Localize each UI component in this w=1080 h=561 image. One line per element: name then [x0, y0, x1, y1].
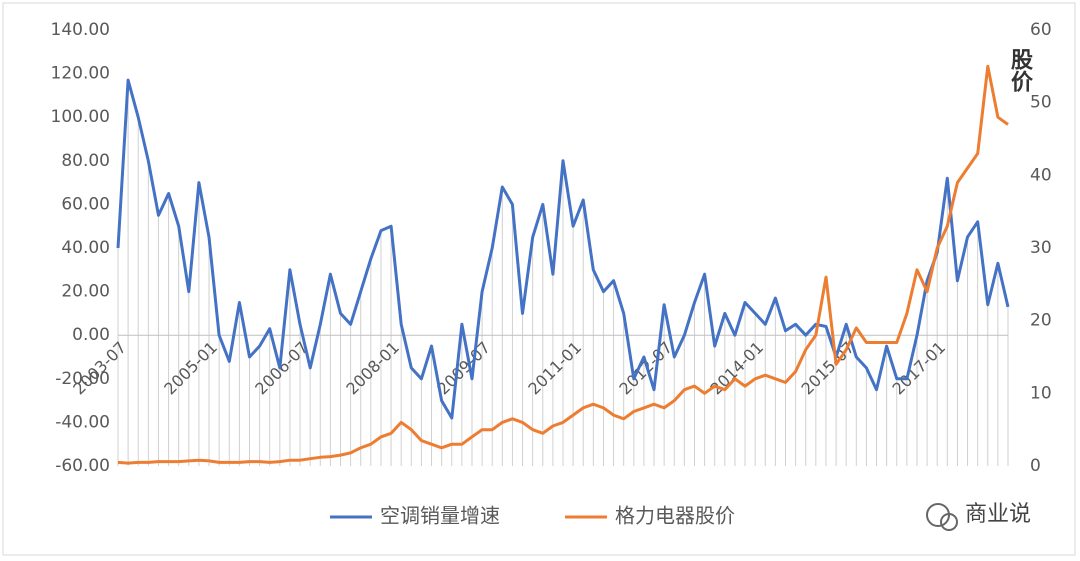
- series-line: [116, 78, 1010, 420]
- y-tick-label: -40.00: [55, 412, 110, 432]
- x-tick-label: 2017-01: [889, 338, 950, 399]
- y2-title: 股价: [1007, 48, 1033, 93]
- y-tick-label: -60.00: [55, 456, 110, 476]
- y-tick-label: 120.00: [51, 64, 110, 84]
- legend-label: 空调销量增速: [380, 504, 500, 528]
- y2-tick-label: 0: [1030, 456, 1041, 476]
- y-tick-label: -20.00: [55, 369, 110, 389]
- y2-tick-label: 20: [1030, 311, 1052, 331]
- legend-label: 格力电器股价: [615, 504, 735, 528]
- y-tick-label: 20.00: [61, 282, 110, 302]
- y2-tick-label: 60: [1030, 20, 1052, 40]
- y-tick-label: 0.00: [72, 325, 110, 345]
- watermark-text: 商业说: [965, 502, 1031, 527]
- watermark-icon: [940, 513, 958, 531]
- y-tick-label: 140.00: [51, 20, 110, 40]
- watermark: 商业说: [926, 502, 1031, 531]
- y2-tick-label: 50: [1030, 93, 1052, 113]
- x-tick-label: 2009-07: [433, 338, 494, 399]
- y-tick-label: 100.00: [51, 107, 110, 127]
- y2-tick-label: 30: [1030, 238, 1052, 258]
- y-tick-label: 80.00: [61, 151, 110, 171]
- y-tick-label: 40.00: [61, 238, 110, 258]
- x-tick-label: 2005-01: [160, 338, 221, 399]
- series-line: [117, 64, 1009, 465]
- y-tick-label: 60.00: [61, 194, 110, 214]
- y2-tick-label: 40: [1030, 165, 1052, 185]
- y2-tick-label: 10: [1030, 383, 1052, 403]
- x-tick-label: 2008-01: [342, 338, 403, 399]
- x-tick-label: 2011-01: [524, 338, 585, 399]
